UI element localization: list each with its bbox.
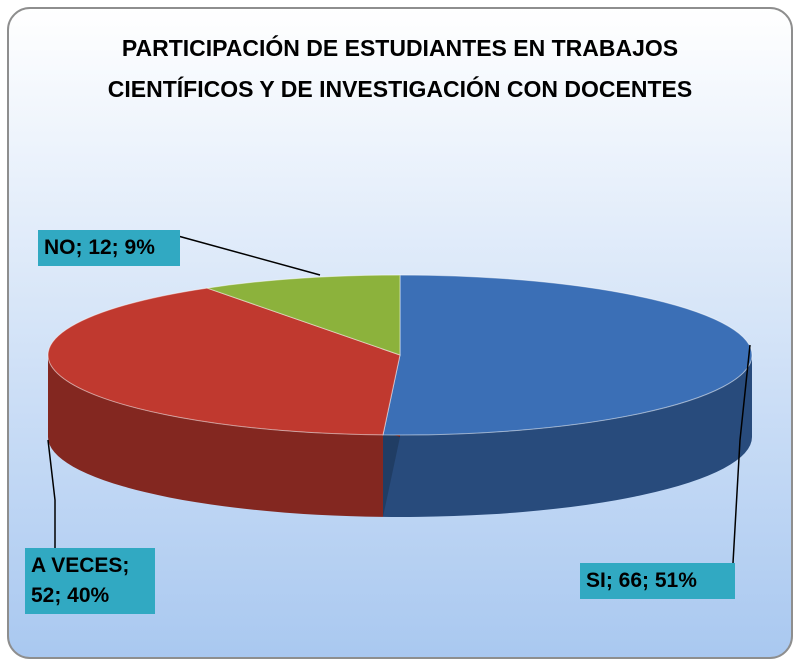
pie-slice-side xyxy=(382,355,753,517)
data-label: NO; 12; 9% xyxy=(38,230,180,266)
data-label: A VECES; 52; 40% xyxy=(25,548,155,614)
pie-slice xyxy=(382,274,753,436)
pie-slice xyxy=(206,274,401,356)
leader-line xyxy=(47,439,56,548)
leader-line xyxy=(732,344,751,564)
pie xyxy=(47,274,753,517)
data-label: SI; 66; 51% xyxy=(580,563,735,599)
pie-slice-side xyxy=(48,355,383,517)
title-box: PARTICIPACIÓN DE ESTUDIANTES EN TRABAJOS… xyxy=(107,35,693,102)
chart-title: PARTICIPACIÓN DE ESTUDIANTES EN TRABAJOS… xyxy=(107,35,693,102)
leader-line xyxy=(177,235,321,276)
